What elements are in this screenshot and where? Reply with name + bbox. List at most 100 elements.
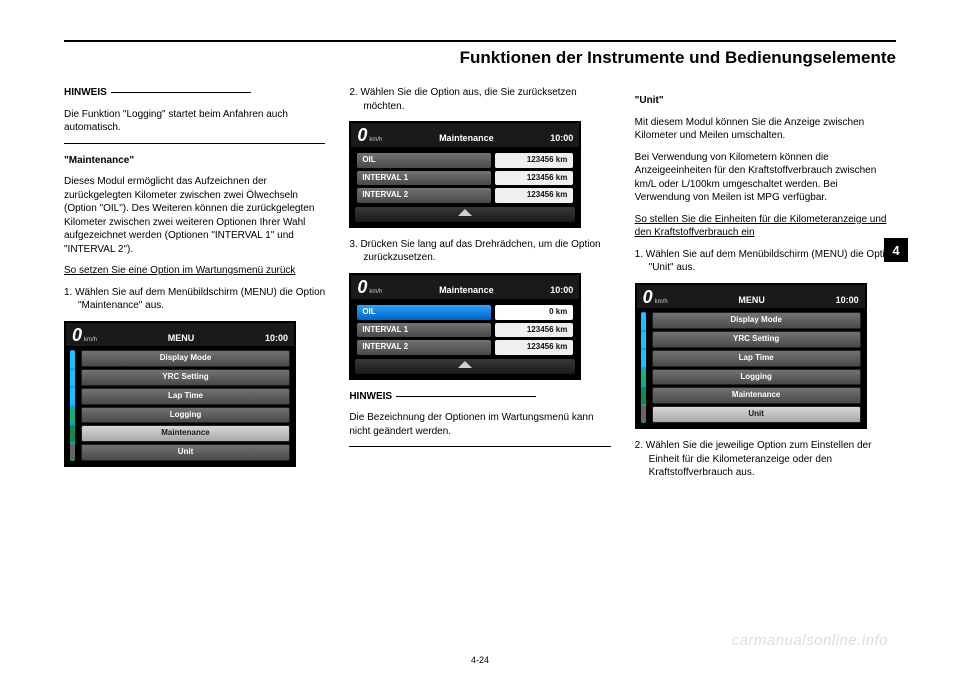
unit-text-2: Bei Verwendung von Kilometern können die… — [635, 151, 896, 205]
screen-menu-maintenance: 0km/h MENU 10:00 Display Mode YRC Setting… — [64, 321, 296, 468]
maintenance-rows: OIL123456 kmINTERVAL 1123456 kmINTERVAL … — [355, 151, 575, 205]
hinweis-text-2: Die Bezeichnung der Optionen im Wartungs… — [349, 411, 610, 438]
menu-accent-bar — [641, 312, 646, 423]
speed-zero: 0km/h — [643, 288, 668, 307]
screen-body: OIL123456 kmINTERVAL 1123456 kmINTERVAL … — [351, 147, 579, 226]
column-1: HINWEIS Die Funktion "Logging" startet b… — [64, 86, 325, 488]
menu-item: Maintenance — [81, 425, 290, 442]
steps-col3a: 1. Wählen Sie auf dem Menübildschirm (ME… — [635, 248, 896, 275]
unit-howto-head: So stellen Sie die Einheiten für die Kil… — [635, 213, 896, 240]
menu-accent-bar — [70, 350, 75, 461]
watermark: carmanualsonline.info — [732, 632, 888, 649]
maintenance-label: INTERVAL 2 — [357, 340, 491, 355]
menu-item: Unit — [81, 444, 290, 461]
hinweis-rule — [396, 396, 536, 397]
top-rule — [64, 40, 896, 42]
hinweis-rule — [111, 92, 251, 93]
step-3: 3. Drücken Sie lang auf das Drehrädchen,… — [363, 238, 610, 265]
menu-items: Display Mode YRC Setting Lap Time LoggingMa… — [652, 312, 861, 423]
screen-header: 0km/h MENU 10:00 — [637, 285, 865, 309]
hinweis-heading: HINWEIS — [64, 86, 325, 100]
menu-item: Display Mode — [81, 350, 290, 367]
menu-list: Display Mode YRC Setting Lap Time LoggingMa… — [70, 350, 290, 461]
maintenance-label: OIL — [357, 153, 491, 168]
hinweis-label: HINWEIS — [349, 390, 392, 404]
menu-item: Lap Time — [652, 350, 861, 367]
screen-maintenance-a: 0km/h Maintenance 10:00 OIL123456 kmINTE… — [349, 121, 581, 228]
screen-clock: 10:00 — [550, 284, 573, 296]
page-title: Funktionen der Instrumente und Bedienung… — [64, 48, 896, 68]
screen-header: 0km/h Maintenance 10:00 — [351, 123, 579, 147]
step-1: 1. Wählen Sie auf dem Menübildschirm (ME… — [78, 286, 325, 313]
speed-zero: 0km/h — [357, 278, 382, 297]
menu-item: Display Mode — [652, 312, 861, 329]
menu-item: YRC Setting — [81, 369, 290, 386]
screen-maintenance-b: 0km/h Maintenance 10:00 OIL 0 km INTERVAL … — [349, 273, 581, 380]
menu-item: Lap Time — [81, 388, 290, 405]
screen-title: Maintenance — [382, 132, 550, 144]
maintenance-row: INTERVAL 2 123456 km — [357, 340, 573, 355]
divider — [64, 143, 325, 144]
columns: HINWEIS Die Funktion "Logging" startet b… — [64, 86, 896, 488]
steps-col2a: 2. Wählen Sie die Option aus, die Sie zu… — [349, 86, 610, 113]
step-2-unit: 2. Wählen Sie die jeweilige Option zum E… — [649, 439, 896, 480]
screen-body: Display Mode YRC Setting Lap Time LoggingMa… — [637, 308, 865, 427]
maintenance-label: INTERVAL 1 — [357, 171, 491, 186]
step-2: 2. Wählen Sie die Option aus, die Sie zu… — [363, 86, 610, 113]
maintenance-label: OIL — [357, 305, 491, 320]
manual-page: Funktionen der Instrumente und Bedienung… — [0, 0, 960, 679]
maintenance-row: INTERVAL 1 123456 km — [357, 323, 573, 338]
triangle-row — [355, 357, 575, 374]
maintenance-rows: OIL 0 km INTERVAL 1 123456 km INTERVAL 2 1234… — [355, 303, 575, 357]
maintenance-head: "Maintenance" — [64, 154, 325, 168]
speed-zero: 0km/h — [72, 326, 97, 345]
screen-title: MENU — [668, 294, 836, 306]
column-2: 2. Wählen Sie die Option aus, die Sie zu… — [349, 86, 610, 488]
triangle-up-icon — [458, 209, 472, 216]
screen-header: 0km/h MENU 10:00 — [66, 323, 294, 347]
hinweis-text: Die Funktion "Logging" startet beim Anfa… — [64, 108, 325, 135]
steps-col1: 1. Wählen Sie auf dem Menübildschirm (ME… — [64, 286, 325, 313]
speed-zero: 0km/h — [357, 126, 382, 145]
screen-clock: 10:00 — [836, 294, 859, 306]
menu-item: Logging — [652, 369, 861, 386]
maintenance-value: 123456 km — [495, 340, 573, 355]
menu-item: YRC Setting — [652, 331, 861, 348]
maintenance-text: Dieses Modul ermöglicht das Aufzeichnen … — [64, 175, 325, 256]
unit-text-1: Mit diesem Modul können Sie die Anzeige … — [635, 116, 896, 143]
maintenance-value: 123456 km — [495, 171, 573, 186]
maintenance-row: INTERVAL 1 123456 km — [357, 171, 573, 186]
screen-clock: 10:00 — [550, 132, 573, 144]
screen-title: Maintenance — [382, 284, 550, 296]
maintenance-row: INTERVAL 2 123456 km — [357, 188, 573, 203]
unit-head: "Unit" — [635, 94, 896, 108]
divider — [349, 446, 610, 447]
maintenance-value: 123456 km — [495, 323, 573, 338]
page-number: 4-24 — [471, 655, 489, 665]
menu-item: Logging — [81, 407, 290, 424]
screen-header: 0km/h Maintenance 10:00 — [351, 275, 579, 299]
triangle-up-icon — [458, 361, 472, 368]
menu-item: Maintenance — [652, 387, 861, 404]
screen-body: Display Mode YRC Setting Lap Time LoggingMa… — [66, 346, 294, 465]
section-tab: 4 — [884, 238, 908, 262]
column-3: "Unit" Mit diesem Modul können Sie die A… — [635, 86, 896, 488]
menu-items: Display Mode YRC Setting Lap Time LoggingMa… — [81, 350, 290, 461]
screen-menu-unit: 0km/h MENU 10:00 Display Mode YRC Setting… — [635, 283, 867, 430]
triangle-row — [355, 205, 575, 222]
screen-title: MENU — [97, 332, 265, 344]
steps-col3b: 2. Wählen Sie die jeweilige Option zum E… — [635, 439, 896, 480]
menu-list: Display Mode YRC Setting Lap Time LoggingMa… — [641, 312, 861, 423]
screen-body: OIL 0 km INTERVAL 1 123456 km INTERVAL 2 1234… — [351, 299, 579, 378]
maintenance-label: INTERVAL 1 — [357, 323, 491, 338]
maintenance-label: INTERVAL 2 — [357, 188, 491, 203]
maintenance-row: OIL 0 km — [357, 305, 573, 320]
maintenance-value: 0 km — [495, 305, 573, 320]
maintenance-value: 123456 km — [495, 188, 573, 203]
steps-col2b: 3. Drücken Sie lang auf das Drehrädchen,… — [349, 238, 610, 265]
hinweis-label: HINWEIS — [64, 86, 107, 100]
step-1-unit: 1. Wählen Sie auf dem Menübildschirm (ME… — [649, 248, 896, 275]
hinweis-heading-2: HINWEIS — [349, 390, 610, 404]
screen-clock: 10:00 — [265, 332, 288, 344]
reset-head: So setzen Sie eine Option im Wartungsmen… — [64, 264, 325, 278]
